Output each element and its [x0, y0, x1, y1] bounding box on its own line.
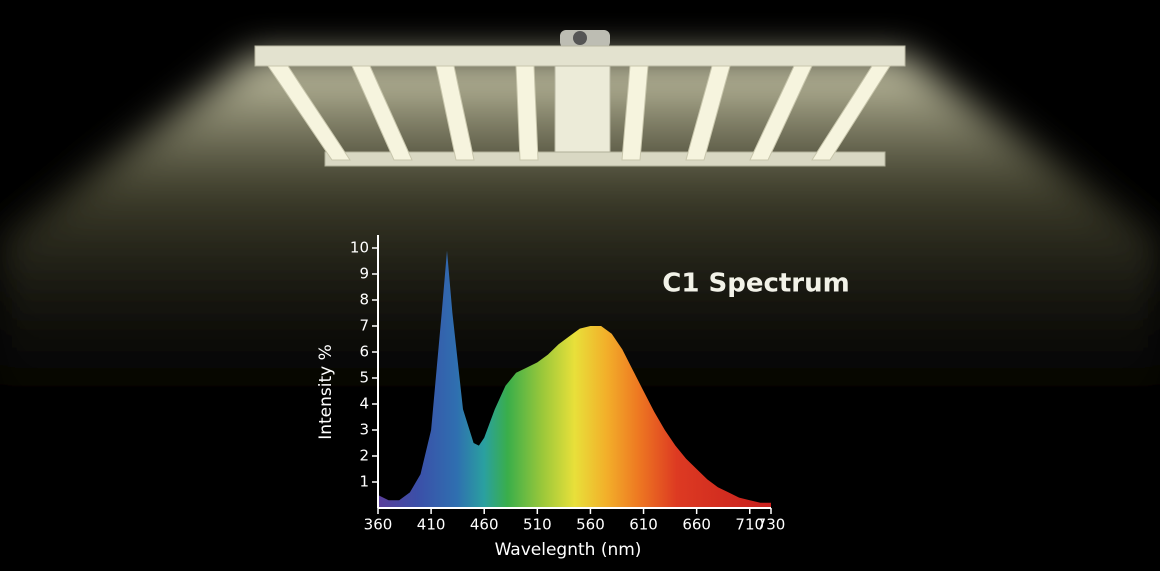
x-tick-label: 360 [364, 516, 393, 534]
y-tick-label: 9 [359, 265, 369, 283]
x-tick-label: 510 [523, 516, 552, 534]
x-tick-label: 560 [576, 516, 605, 534]
x-tick-label: 660 [682, 516, 711, 534]
x-tick-label: 460 [470, 516, 499, 534]
x-axis-title: Wavelegnth (nm) [495, 540, 642, 560]
y-tick-label: 8 [359, 291, 369, 309]
y-axis-title: Intensity % [316, 344, 336, 440]
y-tick-label: 5 [359, 369, 369, 387]
y-tick-label: 4 [359, 395, 369, 413]
y-tick-label: 2 [359, 447, 369, 465]
x-tick-label: 730 [757, 516, 786, 534]
x-tick-label: 410 [417, 516, 446, 534]
y-tick-label: 1 [359, 473, 369, 491]
y-tick-label: 3 [359, 421, 369, 439]
y-tick-label: 10 [350, 239, 369, 257]
chart-title: C1 Spectrum [662, 269, 849, 299]
spectrum-area [378, 250, 771, 508]
lamp [254, 30, 906, 167]
x-tick-label: 610 [629, 516, 658, 534]
x-tick-label: 710 [735, 516, 764, 534]
y-tick-label: 6 [359, 343, 369, 361]
y-tick-label: 7 [359, 317, 369, 335]
